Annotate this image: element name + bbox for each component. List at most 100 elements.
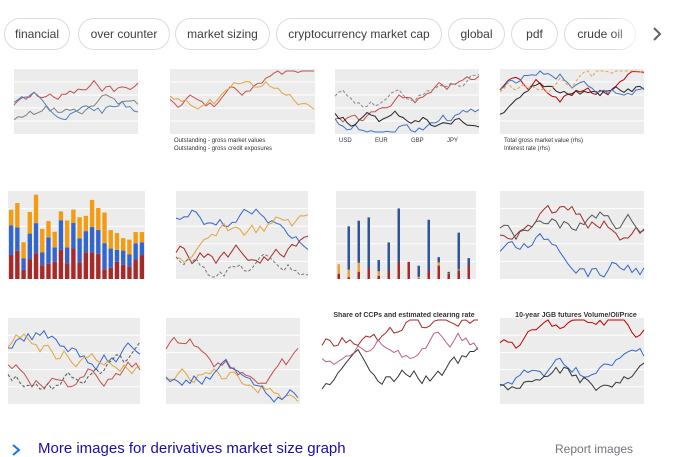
plot-area — [500, 318, 644, 404]
thumbnail-label: Outstanding - gross credit exposures — [174, 146, 272, 152]
decor-bar — [21, 242, 25, 258]
decor-bar — [77, 238, 81, 262]
decor-bar — [65, 220, 69, 247]
plot-area — [335, 69, 479, 134]
decor-bar — [34, 253, 38, 279]
filter-chip[interactable]: cryptocurrency market cap — [276, 18, 442, 50]
decor-bar — [408, 262, 411, 279]
decor-bar — [90, 200, 94, 227]
decor-bar — [77, 263, 81, 279]
decor-bar — [90, 252, 94, 279]
decor-bar — [140, 255, 144, 279]
filter-chip[interactable]: market sizing — [175, 18, 270, 50]
decor-bar — [368, 268, 371, 279]
decor-bar — [121, 251, 125, 265]
decor-bar — [121, 265, 125, 279]
thumbnail-chart — [332, 185, 488, 305]
thumbnail-label: USD — [339, 138, 352, 144]
decor-bar — [84, 252, 88, 279]
more-icon — [10, 443, 24, 457]
plot-area — [14, 69, 138, 134]
decor-bar — [428, 220, 431, 279]
decor-bar — [458, 270, 461, 279]
decor-bar — [53, 247, 57, 261]
filter-chip[interactable]: over counter — [78, 18, 170, 50]
decor-bar — [133, 243, 137, 259]
thumbnail-chart — [4, 185, 157, 305]
decor-bar — [15, 203, 19, 227]
thumbnail-label: 10-year JGB futures Volume/OI/Price — [515, 312, 637, 319]
thumbnail-chart: 10-year JGB futures Volume/OI/Price — [496, 312, 656, 430]
decor-bar — [109, 230, 113, 248]
filter-chip[interactable]: pdf — [511, 18, 558, 50]
thumbnail-chart — [162, 312, 312, 430]
decor-bar — [40, 229, 44, 253]
decor-bar — [9, 225, 13, 255]
decor-bar — [438, 266, 441, 279]
image-thumbnail[interactable]: 10-year JGB futures Volume/OI/Price — [496, 312, 656, 430]
thumbnail-label: GBP — [411, 138, 424, 144]
decor-bar — [90, 227, 94, 252]
decor-bar — [140, 232, 144, 242]
chip-fade — [610, 14, 677, 54]
decor-bar — [28, 212, 32, 234]
thumbnail-chart — [172, 185, 320, 305]
image-thumbnail[interactable] — [496, 185, 656, 305]
decor-bar — [40, 265, 44, 279]
decor-bar — [28, 259, 32, 279]
image-thumbnail[interactable] — [172, 185, 320, 305]
more-images-link[interactable]: More images for derivatives market size … — [38, 440, 346, 457]
decor-bar — [84, 216, 88, 231]
decor-bar — [46, 221, 50, 237]
plot-area — [170, 69, 315, 134]
filter-chip[interactable]: global — [448, 18, 505, 50]
thumbnail-chart — [10, 63, 150, 160]
decor-bar — [15, 227, 19, 250]
decor-bar — [28, 234, 32, 259]
image-thumbnail[interactable] — [162, 312, 312, 430]
decor-bar — [418, 277, 421, 279]
thumbnail-chart — [496, 185, 656, 305]
filter-chip[interactable]: financial — [4, 18, 70, 50]
decor-bar — [133, 259, 137, 279]
image-thumbnail[interactable] — [332, 185, 488, 305]
decor-bar — [140, 242, 144, 255]
decor-bar — [115, 250, 119, 262]
image-thumbnail[interactable] — [4, 185, 157, 305]
plot-area — [166, 318, 300, 404]
decor-bar — [40, 253, 44, 266]
decor-bar — [53, 262, 57, 279]
decor-bar — [59, 211, 63, 220]
decor-bar — [115, 233, 119, 250]
decor-bar — [121, 238, 125, 250]
decor-bar — [348, 277, 351, 279]
thumbnail-label: JPY — [447, 138, 458, 144]
decor-bar — [65, 248, 69, 264]
thumbnail-label: Interest rate (rhs) — [504, 146, 550, 152]
decor-bar — [127, 254, 131, 266]
decor-bar — [34, 195, 38, 223]
image-thumbnail[interactable]: Total gross market value (rhs) Interest r… — [496, 63, 656, 160]
image-thumbnail[interactable]: Share of CCPs and estimated clearing rat… — [318, 312, 490, 430]
thumbnail-label: Share of CCPs and estimated clearing rat… — [333, 312, 474, 319]
decor-bar — [133, 232, 137, 243]
decor-bar — [71, 249, 75, 279]
decor-bar — [77, 217, 81, 238]
decor-bar — [358, 272, 361, 279]
decor-bar — [388, 271, 391, 279]
thumbnail-label: Total gross market value (rhs) — [504, 138, 583, 144]
image-thumbnail[interactable] — [10, 63, 150, 160]
decor-bar — [96, 208, 100, 230]
image-thumbnail[interactable] — [4, 312, 152, 430]
chip-scroll-arrow[interactable] — [651, 26, 663, 42]
decor-bar — [378, 276, 381, 279]
decor-bar — [109, 268, 113, 279]
decor-bar — [102, 269, 106, 279]
decor-bar — [59, 250, 63, 279]
report-images-link[interactable]: Report images — [555, 442, 633, 456]
plot-area — [8, 318, 140, 404]
